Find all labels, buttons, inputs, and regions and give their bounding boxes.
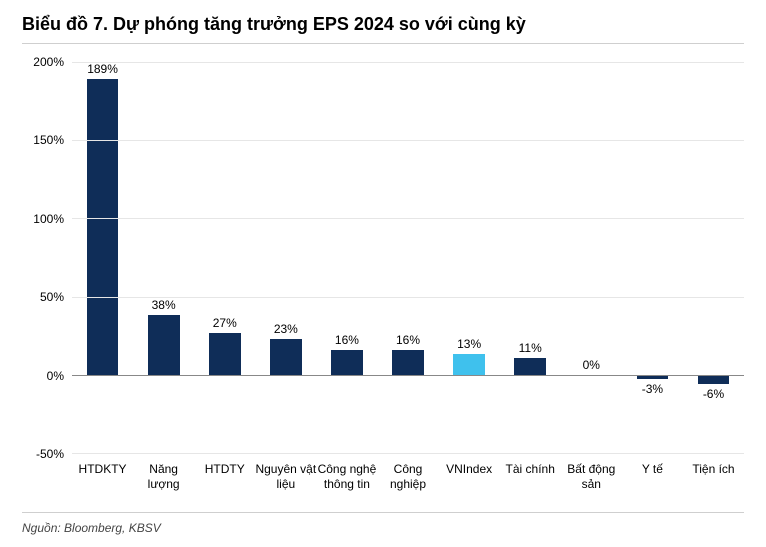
chart-wrap: -50%0%50%100%150%200% 189%38%27%23%16%16… — [22, 44, 744, 512]
gridline — [72, 218, 744, 219]
y-axis: -50%0%50%100%150%200% — [22, 62, 72, 454]
gridline — [72, 297, 744, 298]
bar-slot: -3% — [622, 62, 683, 453]
bar-value-label: 189% — [72, 62, 133, 79]
gridline — [72, 62, 744, 63]
y-tick-label: 100% — [33, 212, 64, 226]
bar-slot: 0% — [561, 62, 622, 453]
bar-slot: 189% — [72, 62, 133, 453]
bar-slot: 11% — [500, 62, 561, 453]
plot: -50%0%50%100%150%200% 189%38%27%23%16%16… — [22, 62, 744, 454]
bar-value-label: 27% — [194, 316, 255, 333]
bar — [514, 358, 546, 375]
bar-value-label: 11% — [500, 341, 561, 358]
bars-group: 189%38%27%23%16%16%13%11%0%-3%-6% — [72, 62, 744, 453]
bar-value-label: 23% — [255, 322, 316, 339]
bar — [698, 375, 730, 384]
bar — [87, 79, 119, 375]
bar-slot: -6% — [683, 62, 744, 453]
bar-slot: 16% — [377, 62, 438, 453]
bar — [453, 354, 485, 374]
bar-value-label: -6% — [683, 384, 744, 401]
x-tick-label: HTDKTY — [72, 454, 133, 512]
bar-slot: 23% — [255, 62, 316, 453]
source-wrap: Nguồn: Bloomberg, KBSV — [22, 512, 744, 535]
bar — [392, 350, 424, 375]
bar-slot: 38% — [133, 62, 194, 453]
x-tick-label: Tài chính — [500, 454, 561, 512]
bar — [331, 350, 363, 375]
x-tick-label: Công nghiệp — [377, 454, 438, 512]
y-tick-label: 200% — [33, 55, 64, 69]
bar — [148, 315, 180, 374]
gridline — [72, 453, 744, 454]
y-tick-label: 150% — [33, 133, 64, 147]
x-tick-label: VNIndex — [439, 454, 500, 512]
gridline — [72, 140, 744, 141]
title-wrap: Biểu đồ 7. Dự phóng tăng trưởng EPS 2024… — [22, 14, 744, 44]
chart-container: Biểu đồ 7. Dự phóng tăng trưởng EPS 2024… — [0, 0, 766, 547]
bar-value-label: 13% — [439, 337, 500, 354]
bar-slot: 16% — [316, 62, 377, 453]
bar-slot: 13% — [439, 62, 500, 453]
bar — [209, 333, 241, 375]
x-tick-label: Nguyên vật liệu — [255, 454, 316, 512]
bar-value-label: 16% — [377, 333, 438, 350]
bar-value-label: 38% — [133, 298, 194, 315]
y-tick-label: 50% — [40, 290, 64, 304]
x-axis: HTDKTYNăng lượngHTDTYNguyên vật liệuCông… — [72, 454, 744, 512]
bar-value-label: 16% — [316, 333, 377, 350]
x-tick-label: Công nghệ thông tin — [316, 454, 377, 512]
chart-title: Biểu đồ 7. Dự phóng tăng trưởng EPS 2024… — [22, 14, 744, 35]
source-text: Nguồn: Bloomberg, KBSV — [22, 521, 744, 535]
y-tick-label: -50% — [36, 447, 64, 461]
bar — [270, 339, 302, 375]
x-tick-label: Y tế — [622, 454, 683, 512]
baseline — [72, 375, 744, 376]
plot-area: 189%38%27%23%16%16%13%11%0%-3%-6% — [72, 62, 744, 454]
x-tick-label: Tiện ích — [683, 454, 744, 512]
y-tick-label: 0% — [47, 369, 64, 383]
x-tick-label: Năng lượng — [133, 454, 194, 512]
bar-value-label: 0% — [561, 358, 622, 375]
bar-slot: 27% — [194, 62, 255, 453]
bar-value-label: -3% — [622, 379, 683, 396]
x-tick-label: Bất động sản — [561, 454, 622, 512]
x-tick-label: HTDTY — [194, 454, 255, 512]
